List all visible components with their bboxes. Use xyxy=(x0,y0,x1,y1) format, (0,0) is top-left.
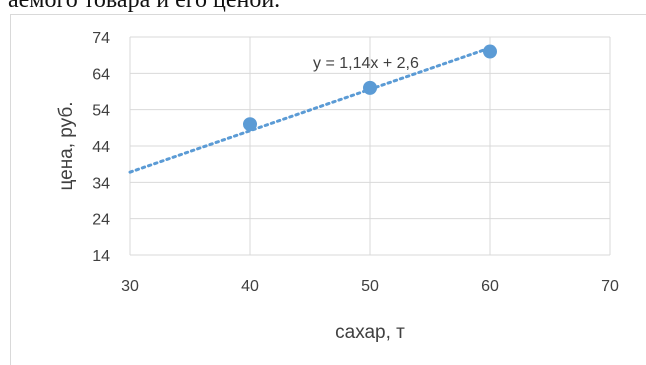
y-tick-label: 64 xyxy=(92,66,110,83)
chart-frame xyxy=(10,14,646,365)
data-points xyxy=(243,44,497,132)
y-tick-label: 54 xyxy=(92,103,110,120)
x-tick-label: 70 xyxy=(601,278,619,295)
y-tick-label: 74 xyxy=(92,30,110,47)
x-tick-labels: 30 40 50 60 70 xyxy=(121,278,619,295)
trendline-equation-label: y = 1,14x + 2,6 xyxy=(313,55,419,72)
data-point xyxy=(483,44,497,59)
y-tick-label: 14 xyxy=(92,248,110,265)
y-tick-label: 24 xyxy=(92,212,110,229)
data-point xyxy=(243,117,257,132)
x-tick-label: 30 xyxy=(121,278,139,295)
y-tick-label: 44 xyxy=(92,139,110,156)
x-tick-label: 60 xyxy=(481,278,499,295)
x-axis-title: сахар, т xyxy=(335,322,405,343)
x-tick-label: 50 xyxy=(361,278,379,295)
data-point xyxy=(363,80,377,95)
document-header-text: аемого товара и его ценой. xyxy=(8,0,281,13)
trendline xyxy=(128,46,492,174)
y-axis-title: цена, руб. xyxy=(56,101,77,190)
y-tick-label: 34 xyxy=(92,175,110,192)
y-tick-labels: 14 24 34 44 54 64 74 xyxy=(92,30,110,265)
x-tick-label: 40 xyxy=(241,278,259,295)
trendline-layer xyxy=(128,46,492,174)
